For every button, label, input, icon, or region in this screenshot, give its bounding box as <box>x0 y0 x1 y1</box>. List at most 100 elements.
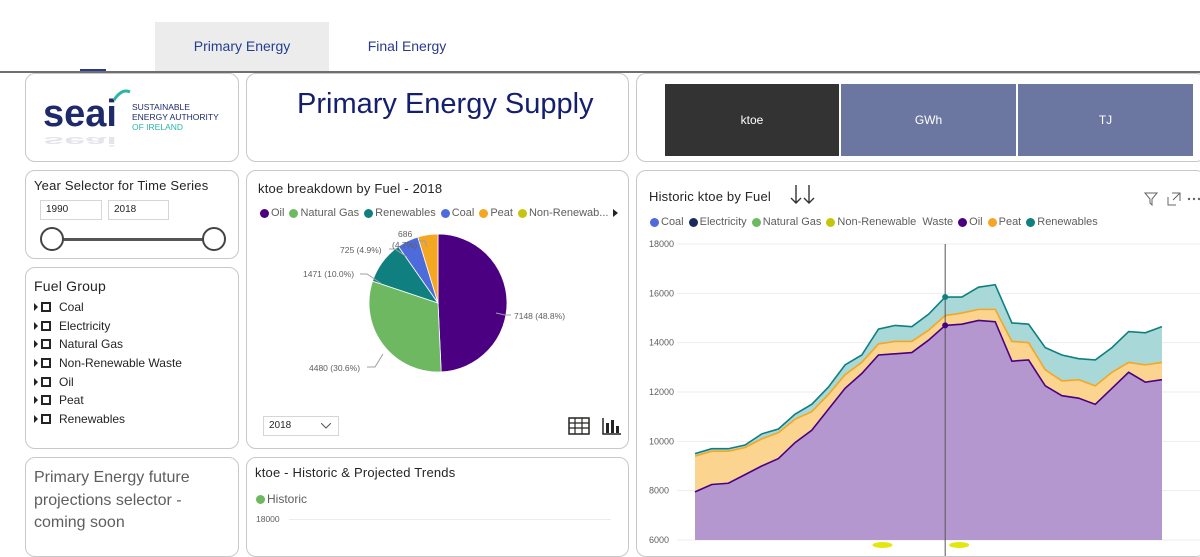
area-band-oil[interactable] <box>695 320 1162 540</box>
year-slider-start-handle[interactable] <box>40 227 64 251</box>
checkbox-icon[interactable] <box>41 320 51 331</box>
fuel-item-label: Electricity <box>59 318 111 333</box>
logo-line1: SUSTAINABLE <box>132 102 190 112</box>
fuel-group-title: Fuel Group <box>34 278 107 294</box>
area-y-tick: 16000 <box>649 288 674 298</box>
area-y-tick: 10000 <box>649 436 674 446</box>
pie-label-oil: 7148 (48.8%) <box>514 311 565 321</box>
fuel-item-electricity[interactable]: Electricity <box>34 317 182 336</box>
focus-mode-icon[interactable] <box>1167 192 1181 206</box>
fuel-item-label: Coal <box>59 300 84 315</box>
legend-peat[interactable]: Peat <box>479 207 513 219</box>
fuel-item-non-renewable-waste[interactable]: Non-Renewable Waste <box>34 354 182 373</box>
legend-dot <box>517 208 527 218</box>
logo-reflection: seai <box>43 134 117 149</box>
legend-historic[interactable]: Historic <box>256 492 307 506</box>
fuel-group-card: Fuel Group Coal Electricity Natural Gas … <box>25 267 239 449</box>
unit-tj-button[interactable]: TJ <box>1018 84 1193 156</box>
legend-renewables[interactable]: Renewables <box>1026 216 1098 228</box>
expand-icon[interactable] <box>34 414 38 423</box>
fuel-item-natural-gas[interactable]: Natural Gas <box>34 335 182 354</box>
tab-primary-energy[interactable]: Primary Energy <box>155 22 329 71</box>
area-band-renewables[interactable] <box>695 284 1162 457</box>
drill-down-icon[interactable] <box>789 183 819 207</box>
legend-coal[interactable]: Coal <box>440 207 474 219</box>
unit-ktoe-button[interactable]: ktoe <box>665 84 839 156</box>
checkbox-icon[interactable] <box>41 413 51 424</box>
area-legend: Coal Electricity Natural Gas Non-Renewab… <box>650 216 1103 228</box>
chart-view-icon[interactable] <box>602 417 622 435</box>
pie-label-coal: 725 (4.9%) <box>340 245 382 255</box>
fuel-item-label: Oil <box>59 374 74 389</box>
year-slider-track[interactable] <box>52 238 214 241</box>
leader-gas <box>367 353 384 368</box>
fuel-item-coal[interactable]: Coal <box>34 298 182 317</box>
pie-slice-peat[interactable] <box>417 233 439 304</box>
fuel-group-list: Coal Electricity Natural Gas Non-Renewab… <box>34 298 182 428</box>
expand-icon[interactable] <box>34 303 38 312</box>
legend-electricity[interactable]: Electricity <box>688 216 747 228</box>
legend-oil[interactable]: Oil <box>958 216 983 228</box>
checkbox-icon[interactable] <box>41 358 51 369</box>
area-y-tick: 18000 <box>649 239 674 249</box>
legend-coal[interactable]: Coal <box>650 216 684 228</box>
year-end-input[interactable]: 2018 <box>108 200 169 220</box>
area-chart-card: Historic ktoe by Fuel Coal Electricity N… <box>636 170 1200 557</box>
legend-renewables[interactable]: Renewables <box>364 207 436 219</box>
more-options-icon[interactable] <box>1187 192 1200 206</box>
legend-natural-gas[interactable]: Natural Gas <box>289 207 359 219</box>
year-slider-end-handle[interactable] <box>202 227 226 251</box>
pie-year-value: 2018 <box>269 420 292 431</box>
report-tabs: Primary Energy Final Energy <box>0 0 1200 73</box>
logo-card: seai seai SUSTAINABLE ENERGY AUTHORITY O… <box>25 73 239 162</box>
year-start-input[interactable]: 1990 <box>40 200 102 220</box>
expand-icon[interactable] <box>34 321 38 330</box>
legend-dot <box>256 494 265 504</box>
tab-divider <box>0 71 1200 73</box>
area-band-peat[interactable] <box>695 309 1162 492</box>
logo-line3: OF IRELAND <box>132 122 183 132</box>
legend-oil[interactable]: Oil <box>260 207 284 219</box>
fuel-item-label: Renewables <box>59 411 126 426</box>
legend-non-renewable[interactable]: Non-Renewab... <box>517 207 608 219</box>
legend-next-icon[interactable] <box>613 209 619 217</box>
legend-dot <box>1026 217 1036 227</box>
fuel-item-renewables[interactable]: Renewables <box>34 410 182 429</box>
area-chart-title: Historic ktoe by Fuel <box>649 189 771 204</box>
year-selector-card: Year Selector for Time Series 1990 2018 <box>25 170 239 259</box>
legend-peat[interactable]: Peat <box>987 216 1021 228</box>
area-line-peat <box>694 308 1163 457</box>
checkbox-icon[interactable] <box>41 376 51 387</box>
projections-text: Primary Energy future projections select… <box>34 469 190 531</box>
pie-slice-natural-gas[interactable] <box>368 280 442 373</box>
area-y-tick: 8000 <box>649 486 669 496</box>
waste-series-hint <box>872 542 893 548</box>
fuel-item-peat[interactable]: Peat <box>34 391 182 410</box>
expand-icon[interactable] <box>34 340 38 349</box>
fuel-item-label: Natural Gas <box>59 337 124 352</box>
checkbox-icon[interactable] <box>41 302 51 313</box>
expand-icon[interactable] <box>34 377 38 386</box>
expand-icon[interactable] <box>34 396 38 405</box>
table-view-icon[interactable] <box>568 417 590 435</box>
pie-slice-oil[interactable] <box>437 233 508 373</box>
pie-legend: Oil Natural Gas Renewables Coal Peat Non… <box>260 207 619 219</box>
waste-series-hint <box>949 542 970 548</box>
legend-dot <box>440 208 450 218</box>
legend-natural-gas[interactable]: Natural Gas <box>751 216 821 228</box>
legend-dot <box>826 217 836 227</box>
units-card: ktoe GWh TJ <box>636 73 1200 162</box>
logo-line2: ENERGY AUTHORITY <box>132 112 219 122</box>
fuel-item-oil[interactable]: Oil <box>34 372 182 391</box>
expand-icon[interactable] <box>34 359 38 368</box>
checkbox-icon[interactable] <box>41 395 51 406</box>
pie-year-dropdown[interactable]: 2018 <box>263 416 339 436</box>
checkbox-icon[interactable] <box>41 339 51 350</box>
leader-oil <box>495 312 511 316</box>
tab-final-energy[interactable]: Final Energy <box>367 38 447 54</box>
filter-icon[interactable] <box>1144 192 1158 206</box>
area-y-tick: 6000 <box>649 535 669 545</box>
unit-gwh-button[interactable]: GWh <box>841 84 1016 156</box>
year-selector-title: Year Selector for Time Series <box>34 178 209 193</box>
legend-non-renewable-waste[interactable]: Non-Renewable Waste <box>826 216 953 228</box>
